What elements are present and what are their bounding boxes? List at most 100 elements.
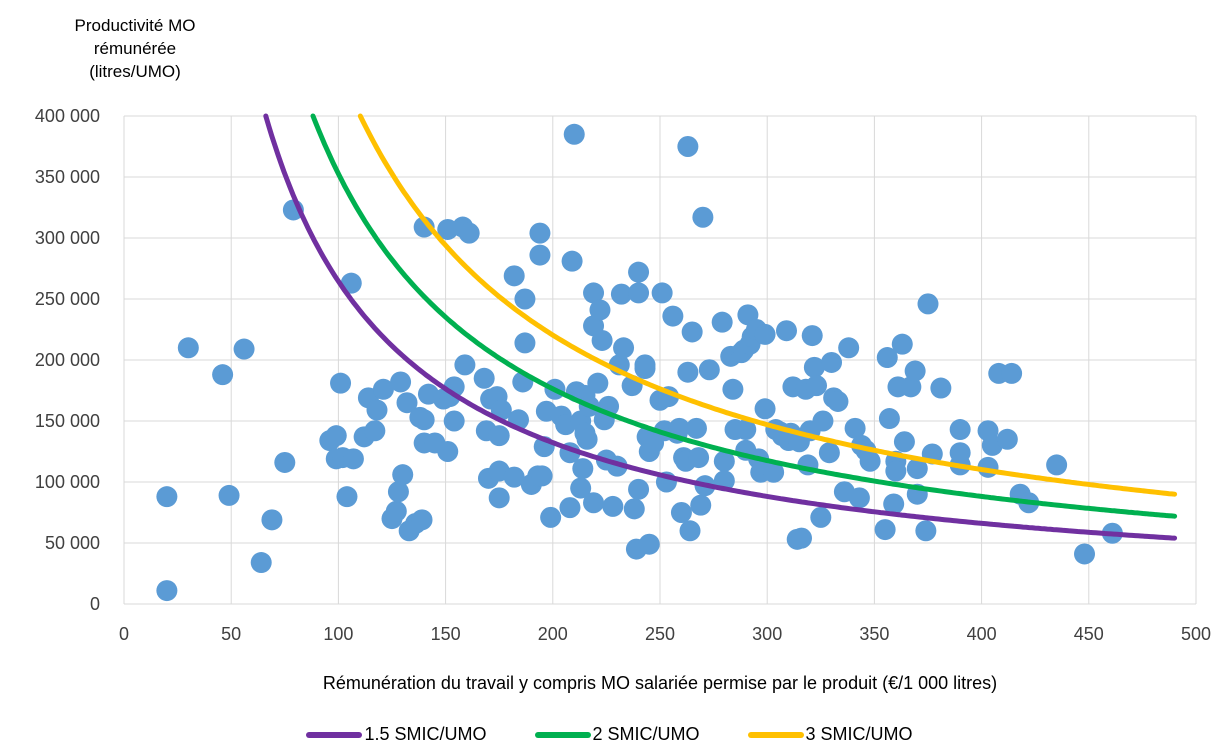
data-point xyxy=(387,481,409,503)
data-point xyxy=(690,494,712,516)
data-point xyxy=(443,410,465,432)
data-point xyxy=(503,466,525,488)
y-tick-label: 400 000 xyxy=(35,106,100,126)
data-point xyxy=(692,206,714,228)
data-point xyxy=(844,417,866,439)
legend: 1.5 SMIC/UMO 2 SMIC/UMO 3 SMIC/UMO xyxy=(0,724,1219,745)
data-point xyxy=(996,428,1018,450)
data-point xyxy=(488,487,510,509)
legend-label: 3 SMIC/UMO xyxy=(805,724,913,744)
y-axis-label: Productivité MO rémunérée (litres/UMO) xyxy=(40,14,230,83)
data-point xyxy=(261,509,283,531)
data-point xyxy=(576,428,598,450)
data-point xyxy=(372,378,394,400)
data-point xyxy=(413,409,435,431)
data-point xyxy=(827,390,849,412)
data-point xyxy=(906,458,928,480)
legend-label: 2 SMIC/UMO xyxy=(592,724,700,744)
y-tick-label: 200 000 xyxy=(35,350,100,370)
data-point xyxy=(628,478,650,500)
y-tick-label: 350 000 xyxy=(35,167,100,187)
data-point xyxy=(628,282,650,304)
gridlines xyxy=(123,115,1197,605)
data-point xyxy=(688,447,710,469)
data-point xyxy=(540,506,562,528)
data-point xyxy=(915,520,937,542)
data-point xyxy=(628,261,650,283)
y-axis-label-line: rémunérée xyxy=(93,39,177,58)
data-point xyxy=(904,360,926,382)
x-tick-label: 400 xyxy=(967,624,997,644)
data-point xyxy=(325,425,347,447)
data-point xyxy=(589,299,611,321)
data-point xyxy=(514,332,536,354)
data-point xyxy=(883,493,905,515)
data-point xyxy=(385,500,407,522)
data-point xyxy=(754,323,776,345)
data-point xyxy=(177,337,199,359)
x-tick-label: 200 xyxy=(538,624,568,644)
legend-item-3-smic: 3 SMIC/UMO xyxy=(747,724,913,745)
data-point xyxy=(949,419,971,441)
data-point xyxy=(583,282,605,304)
data-point xyxy=(529,244,551,266)
data-point xyxy=(662,305,684,327)
legend-item-1-5-smic: 1.5 SMIC/UMO xyxy=(306,724,487,745)
data-point xyxy=(561,250,583,272)
tick-labels: 0 50 000 100 000 150 000 200 000 250 000 300 0… xyxy=(35,106,1211,644)
data-point xyxy=(572,458,594,480)
x-tick-label: 500 xyxy=(1181,624,1211,644)
series-line xyxy=(310,113,1178,519)
x-tick-label: 250 xyxy=(645,624,675,644)
series-line xyxy=(357,113,1178,497)
data-point xyxy=(613,337,635,359)
legend-swatch-yellow xyxy=(747,731,804,738)
data-point xyxy=(685,417,707,439)
data-point xyxy=(763,461,785,483)
data-point xyxy=(610,283,632,305)
data-point xyxy=(801,325,823,347)
x-tick-label: 0 xyxy=(119,624,129,644)
data-point xyxy=(681,321,703,343)
data-point xyxy=(437,441,459,462)
data-point xyxy=(713,450,735,472)
y-tick-label: 150 000 xyxy=(35,411,100,431)
data-points xyxy=(156,123,1123,602)
data-point xyxy=(488,425,510,447)
data-point xyxy=(722,378,744,400)
data-point xyxy=(330,372,352,394)
data-point xyxy=(250,552,272,574)
data-point xyxy=(848,487,870,509)
data-point xyxy=(233,338,255,360)
data-point xyxy=(677,136,699,157)
data-point xyxy=(891,333,913,355)
y-tick-label: 50 000 xyxy=(45,533,100,553)
data-point xyxy=(821,351,843,373)
data-point xyxy=(806,375,828,397)
data-point xyxy=(274,451,296,473)
data-point xyxy=(212,364,234,386)
data-point xyxy=(623,498,645,520)
data-point xyxy=(679,520,701,542)
data-point xyxy=(1001,362,1023,384)
x-tick-label: 450 xyxy=(1074,624,1104,644)
x-tick-label: 300 xyxy=(752,624,782,644)
data-point xyxy=(791,527,813,549)
data-point xyxy=(1046,454,1068,476)
y-tick-label: 250 000 xyxy=(35,289,100,309)
y-tick-label: 300 000 xyxy=(35,228,100,248)
data-point xyxy=(529,222,551,244)
data-point xyxy=(885,460,907,482)
data-point xyxy=(156,486,178,508)
data-point xyxy=(336,486,358,508)
y-axis-label-line: (litres/UMO) xyxy=(89,62,181,81)
data-point xyxy=(878,408,900,430)
x-tick-label: 100 xyxy=(323,624,353,644)
data-point xyxy=(366,399,388,421)
data-point xyxy=(698,359,720,381)
data-point xyxy=(392,464,414,486)
data-point xyxy=(570,477,592,499)
y-tick-label: 0 xyxy=(90,594,100,614)
data-point xyxy=(949,442,971,464)
data-point xyxy=(803,356,825,378)
